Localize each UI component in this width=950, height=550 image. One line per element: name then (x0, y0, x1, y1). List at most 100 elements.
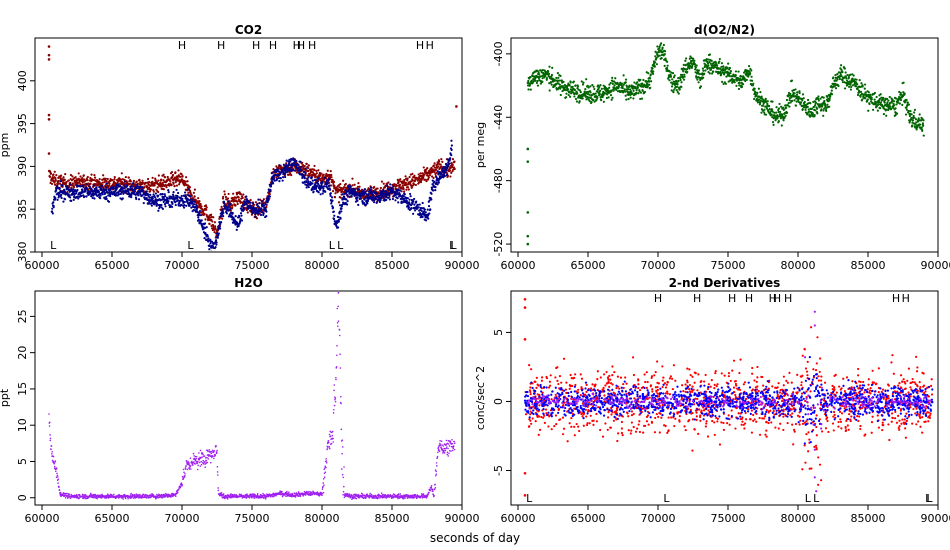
data-point (111, 179, 114, 182)
data-point (817, 95, 820, 98)
data-point (87, 190, 90, 193)
data-point (557, 76, 560, 79)
data-point (315, 172, 318, 175)
data-point (215, 243, 218, 246)
data-point (594, 92, 597, 95)
data-point (867, 109, 870, 112)
data-point (64, 496, 67, 499)
data-point (281, 176, 285, 179)
data-point (149, 184, 153, 187)
data-point (536, 79, 539, 83)
data-point (212, 225, 215, 228)
data-point (392, 185, 395, 188)
data-point (615, 88, 618, 91)
data-point (156, 203, 159, 206)
data-point (919, 123, 922, 126)
data-point (782, 119, 785, 122)
data-point (148, 190, 152, 193)
data-point (437, 181, 440, 184)
data-point (231, 211, 234, 215)
data-point (448, 159, 451, 162)
data-point (116, 186, 119, 189)
data-point (688, 62, 691, 65)
data-point (319, 177, 322, 181)
data-point (56, 198, 59, 201)
data-point (685, 57, 688, 60)
data-point (404, 196, 408, 200)
data-point (223, 202, 226, 205)
data-point (173, 184, 176, 188)
data-point (365, 193, 368, 196)
data-point (48, 425, 51, 427)
data-point (451, 163, 454, 167)
data-point (777, 108, 780, 112)
data-point (330, 196, 334, 199)
data-point (207, 237, 210, 240)
data-point (852, 74, 855, 77)
data-point (679, 78, 682, 82)
data-point (227, 209, 230, 212)
data-point (388, 194, 391, 197)
data-point (706, 60, 709, 63)
data-point (622, 83, 625, 86)
data-point (303, 177, 306, 180)
data-point (329, 170, 332, 173)
data-point (345, 203, 349, 206)
data-point (363, 187, 367, 191)
data-point (69, 173, 73, 177)
data-point (138, 178, 141, 181)
data-point (184, 195, 188, 198)
data-point (315, 186, 318, 189)
data-point (149, 188, 152, 191)
data-point (307, 164, 310, 167)
data-point (277, 177, 280, 180)
data-point (130, 196, 133, 199)
data-point (849, 73, 852, 76)
data-point (212, 216, 215, 219)
data-point (840, 75, 843, 78)
data-point (421, 201, 424, 205)
data-point (865, 93, 868, 96)
data-point (710, 72, 714, 75)
data-point (697, 81, 700, 84)
data-point (53, 462, 56, 465)
data-point (785, 98, 789, 102)
data-point (174, 203, 177, 207)
data-point (292, 169, 295, 172)
data-point (918, 113, 921, 116)
data-point (822, 96, 825, 99)
data-point (760, 111, 763, 114)
data-point (55, 476, 58, 479)
data-point (437, 179, 440, 182)
data-points (526, 42, 925, 246)
data-point (169, 180, 172, 183)
data-point (828, 97, 831, 100)
data-point (433, 166, 437, 169)
data-point (710, 59, 713, 62)
data-point (843, 67, 846, 70)
data-point (873, 98, 876, 101)
data-point (388, 198, 392, 201)
data-point (659, 43, 662, 47)
data-point (234, 215, 237, 218)
data-point (113, 178, 116, 181)
data-point (426, 178, 430, 181)
data-point (384, 190, 388, 193)
data-point (325, 172, 328, 176)
data-point (626, 88, 630, 91)
data-point (165, 184, 168, 187)
data-point (98, 192, 102, 195)
data-point (288, 162, 291, 165)
data-point (235, 228, 238, 231)
data-point (824, 105, 827, 108)
data-point (430, 198, 433, 201)
data-point (175, 188, 178, 191)
data-point (766, 102, 769, 105)
data-point (858, 90, 861, 94)
high-marker: H (217, 39, 225, 52)
data-point (885, 97, 889, 101)
data-point (641, 89, 644, 92)
data-point (397, 181, 400, 184)
outlier-point (47, 118, 51, 121)
